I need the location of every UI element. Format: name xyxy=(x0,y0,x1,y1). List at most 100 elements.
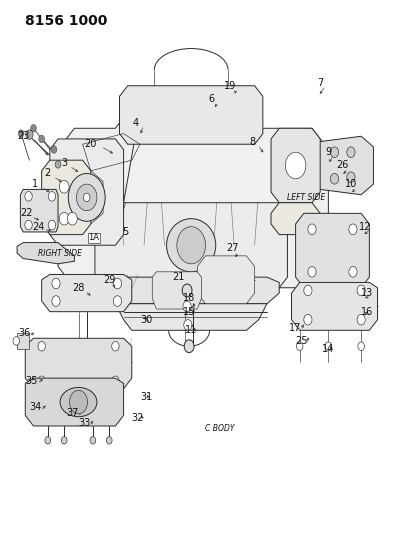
Text: 25: 25 xyxy=(296,336,308,346)
Text: 37: 37 xyxy=(66,408,79,418)
Polygon shape xyxy=(17,333,29,349)
Circle shape xyxy=(357,285,365,296)
Text: 18: 18 xyxy=(183,293,195,303)
Polygon shape xyxy=(312,136,374,195)
Text: 5: 5 xyxy=(122,227,129,237)
Ellipse shape xyxy=(60,387,97,417)
Polygon shape xyxy=(103,277,279,304)
Polygon shape xyxy=(271,128,320,203)
Text: 31: 31 xyxy=(140,392,152,402)
Circle shape xyxy=(325,342,332,351)
Circle shape xyxy=(52,296,60,306)
Polygon shape xyxy=(95,203,287,288)
Text: 3: 3 xyxy=(61,158,67,168)
Text: 20: 20 xyxy=(85,139,97,149)
Text: 13: 13 xyxy=(361,288,374,298)
Circle shape xyxy=(330,173,339,184)
Text: LEFT SIDE: LEFT SIDE xyxy=(286,193,325,202)
Text: 19: 19 xyxy=(224,81,236,91)
Text: 15: 15 xyxy=(183,306,195,317)
Circle shape xyxy=(347,172,355,182)
Polygon shape xyxy=(271,203,320,235)
Text: 2: 2 xyxy=(45,168,51,179)
Text: 12: 12 xyxy=(359,222,372,232)
Text: 1A: 1A xyxy=(89,233,99,243)
Circle shape xyxy=(112,342,119,351)
Circle shape xyxy=(52,278,60,289)
Polygon shape xyxy=(42,274,132,312)
Circle shape xyxy=(76,184,97,211)
Text: 32: 32 xyxy=(132,413,144,423)
Text: 30: 30 xyxy=(140,314,152,325)
Circle shape xyxy=(38,342,45,351)
Text: 29: 29 xyxy=(103,275,115,285)
Circle shape xyxy=(38,376,45,385)
Text: C BODY: C BODY xyxy=(205,424,235,433)
Circle shape xyxy=(69,390,88,414)
Circle shape xyxy=(25,191,32,201)
Polygon shape xyxy=(152,272,201,309)
Circle shape xyxy=(90,437,96,444)
Circle shape xyxy=(59,180,69,193)
Text: 10: 10 xyxy=(345,179,357,189)
Polygon shape xyxy=(25,378,124,426)
Circle shape xyxy=(48,220,55,230)
Circle shape xyxy=(182,284,192,297)
Polygon shape xyxy=(21,189,58,232)
Circle shape xyxy=(68,173,105,221)
Text: 33: 33 xyxy=(79,418,91,429)
Text: 6: 6 xyxy=(208,94,215,104)
Circle shape xyxy=(59,212,69,225)
Text: 34: 34 xyxy=(29,402,42,413)
Text: 8: 8 xyxy=(249,136,256,147)
Text: 16: 16 xyxy=(361,306,374,317)
Text: 7: 7 xyxy=(317,78,323,88)
Text: 21: 21 xyxy=(173,272,185,282)
Polygon shape xyxy=(197,256,255,304)
Polygon shape xyxy=(50,139,124,245)
Text: 28: 28 xyxy=(72,283,85,293)
Circle shape xyxy=(357,314,365,325)
Circle shape xyxy=(30,125,36,132)
Circle shape xyxy=(358,342,365,351)
Circle shape xyxy=(83,193,90,201)
Text: 11: 11 xyxy=(185,325,197,335)
Text: 4: 4 xyxy=(133,118,139,128)
Circle shape xyxy=(112,376,119,385)
Circle shape xyxy=(304,285,312,296)
Text: 24: 24 xyxy=(32,222,45,232)
Circle shape xyxy=(48,191,55,201)
Text: 8156 1000: 8156 1000 xyxy=(25,14,108,28)
Circle shape xyxy=(308,266,316,277)
Polygon shape xyxy=(25,338,132,389)
Circle shape xyxy=(347,147,355,158)
Circle shape xyxy=(55,161,61,168)
Circle shape xyxy=(177,227,206,264)
Ellipse shape xyxy=(166,219,216,272)
Circle shape xyxy=(296,342,303,351)
Circle shape xyxy=(106,437,112,444)
Circle shape xyxy=(113,278,122,289)
Text: RIGHT SIDE: RIGHT SIDE xyxy=(38,249,82,258)
Polygon shape xyxy=(17,243,74,264)
Circle shape xyxy=(25,220,32,230)
Polygon shape xyxy=(58,107,328,288)
Polygon shape xyxy=(120,86,263,144)
Circle shape xyxy=(18,130,24,138)
Text: 27: 27 xyxy=(226,243,238,253)
Text: 22: 22 xyxy=(20,208,33,219)
Circle shape xyxy=(349,266,357,277)
Text: 23: 23 xyxy=(17,131,30,141)
Circle shape xyxy=(25,130,33,140)
Circle shape xyxy=(285,152,306,179)
Circle shape xyxy=(184,340,194,353)
Polygon shape xyxy=(291,282,378,330)
Text: 36: 36 xyxy=(18,328,30,338)
Polygon shape xyxy=(58,171,103,224)
Polygon shape xyxy=(296,213,369,288)
Circle shape xyxy=(67,212,77,225)
Text: 26: 26 xyxy=(337,160,349,171)
Circle shape xyxy=(308,224,316,235)
Polygon shape xyxy=(115,304,267,330)
Circle shape xyxy=(45,437,51,444)
